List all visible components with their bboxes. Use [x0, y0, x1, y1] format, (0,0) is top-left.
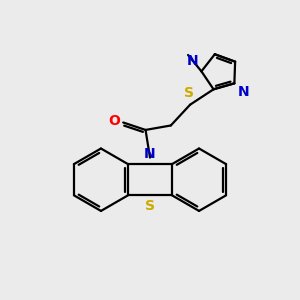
Text: S: S — [145, 199, 155, 213]
Text: N: N — [144, 147, 156, 160]
Text: O: O — [108, 114, 120, 128]
Text: S: S — [184, 86, 194, 100]
Text: N: N — [187, 54, 199, 68]
Text: N: N — [238, 85, 250, 99]
